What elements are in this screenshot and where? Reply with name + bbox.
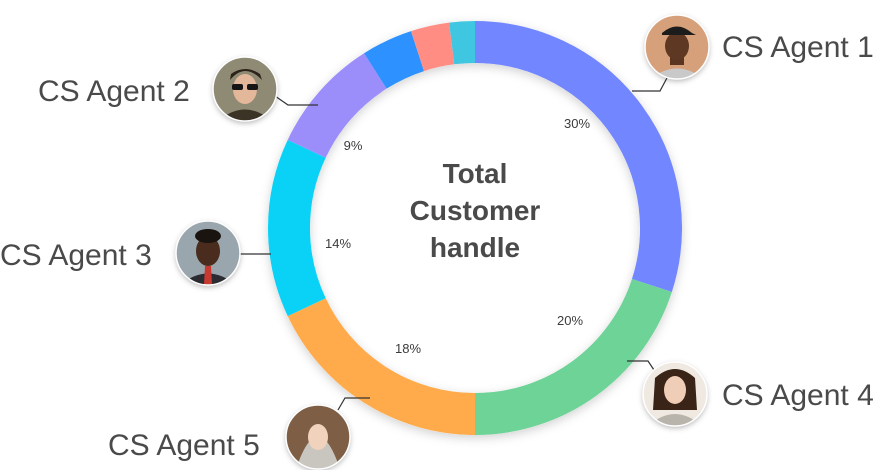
center-title-line-2: Customer [410,195,541,226]
leader-line-agent-4 [627,360,655,371]
leader-line-agent-2 [274,95,318,106]
agent-2-label: CS Agent 2 [38,75,190,108]
donut-slices [268,21,682,435]
agent-2-avatar-icon [212,56,278,122]
agent-1-label: CS Agent 1 [722,31,874,64]
pct-label-agent-3: 14% [325,236,351,251]
agent-3-avatar-icon [175,220,241,286]
donut-slice-6 [364,31,425,89]
agent-5-avatar-icon [285,404,351,470]
donut-slice-3 [287,297,476,435]
agent-5-label: CS Agent 5 [108,429,260,462]
donut-slice-4 [268,139,326,317]
donut-slice-5 [287,53,388,159]
donut-slice-8 [449,21,476,65]
agent-4-avatar-icon [642,361,708,427]
donut-slice-7 [411,22,455,72]
pct-label-agent-1: 30% [564,116,590,131]
donut-slice-2 [474,278,672,435]
pct-label-agent-5: 18% [395,341,421,356]
leader-line-agent-5 [337,397,370,411]
agent-1-avatar-icon [644,14,710,80]
pct-label-agent-4: 20% [557,313,583,328]
agent-4-label: CS Agent 4 [722,379,874,412]
pct-label-agent-2: 9% [344,138,363,153]
leader-line-agent-1 [632,75,669,92]
center-title-line-3: handle [430,232,520,263]
donut-slice-1 [474,21,682,292]
agent-3-label: CS Agent 3 [0,239,152,272]
leader-lines [240,75,669,411]
center-title-line-1: Total [443,158,508,189]
